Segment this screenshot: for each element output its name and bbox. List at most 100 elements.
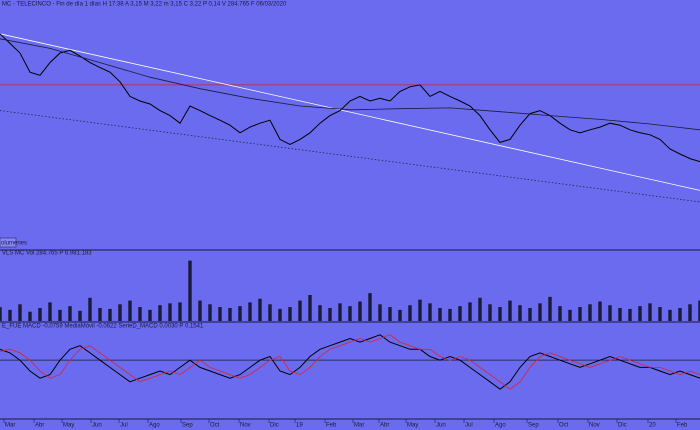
- volume-bar: [128, 300, 132, 321]
- volume-bar: [178, 302, 182, 321]
- volume-bar: [508, 300, 512, 321]
- volume-bar: [268, 304, 272, 321]
- volume-bar: [518, 305, 522, 321]
- x-tick-label: Dic: [618, 423, 627, 429]
- volume-bar: [588, 304, 592, 321]
- volume-bar: [448, 308, 452, 321]
- volume-bar: [258, 298, 262, 321]
- series-line: [0, 33, 700, 163]
- volume-bar: [648, 303, 652, 321]
- volume-bar: [468, 302, 472, 321]
- volume-bar: [118, 304, 122, 321]
- x-tick-label: Sep: [182, 423, 193, 429]
- volume-bar: [228, 308, 232, 321]
- volume-bar: [428, 303, 432, 321]
- x-tick-label: Nov: [240, 423, 251, 429]
- x-tick-label: Jul: [120, 423, 128, 429]
- volume-bar: [568, 309, 572, 321]
- panel-title: MC - TELECINCO - Fin de día 1 días H 17:…: [2, 2, 287, 8]
- panel-title: E_FUE MACD -0,0759 MediaMóvil -0,0622 Se…: [2, 324, 204, 330]
- volume-bar: [348, 306, 352, 321]
- x-tick-label: May: [63, 423, 74, 429]
- volume-bar: [538, 303, 542, 321]
- volume-bar: [58, 309, 62, 321]
- volume-bar: [48, 302, 52, 321]
- volume-bar: [548, 296, 552, 321]
- volume-bar: [688, 304, 692, 321]
- volume-bar: [278, 308, 282, 321]
- volume-bar: [98, 308, 102, 321]
- volume-bar: [658, 307, 662, 321]
- volume-bar: [308, 295, 312, 321]
- volume-bar: [388, 307, 392, 321]
- series-line: [0, 334, 700, 390]
- volume-bar: [678, 308, 682, 321]
- volume-bar: [108, 308, 112, 321]
- x-tick-label: Abr: [380, 423, 389, 429]
- x-tick-label: 19: [296, 423, 303, 429]
- x-tick-label: Nov: [589, 423, 600, 429]
- volume-bar: [218, 307, 222, 321]
- series-line: [0, 334, 700, 390]
- x-tick-label: Jul: [465, 423, 473, 429]
- series-line: [0, 38, 700, 131]
- volume-bar: [528, 308, 532, 321]
- volume-bar: [608, 305, 612, 321]
- x-tick-label: Ago: [495, 423, 506, 429]
- volume-bar: [358, 301, 362, 321]
- volume-bar: [398, 309, 402, 321]
- volume-bar: [138, 307, 142, 321]
- volume-bar: [148, 309, 152, 321]
- x-tick-label: Sep: [528, 423, 539, 429]
- x-tick-label: Oct: [210, 423, 220, 429]
- x-tick-label: Ago: [149, 423, 160, 429]
- volume-bar: [408, 305, 412, 321]
- x-tick-label: Mar: [354, 423, 364, 429]
- volume-bar: [288, 307, 292, 321]
- trend-line: [0, 33, 700, 191]
- volume-bar: [488, 304, 492, 321]
- x-tick-label: Oct: [559, 423, 569, 429]
- volume-bar: [558, 306, 562, 321]
- volume-bar: [458, 306, 462, 321]
- volume-bar: [328, 308, 332, 321]
- volume-bar: [668, 309, 672, 321]
- x-tick-label: Dic: [270, 423, 279, 429]
- side-label: olumenes: [1, 241, 27, 247]
- x-tick-label: May: [407, 423, 418, 429]
- volume-bar: [298, 300, 302, 321]
- volume-bar: [168, 303, 172, 321]
- volume-bar: [618, 308, 622, 321]
- volume-bar: [698, 300, 700, 321]
- volume-bar: [578, 307, 582, 321]
- volume-bar: [198, 300, 202, 321]
- x-tick-label: Mar: [5, 423, 15, 429]
- volume-bar: [0, 307, 2, 321]
- volume-bar: [28, 311, 32, 321]
- volume-bar: [38, 308, 42, 321]
- volume-bar: [68, 306, 72, 321]
- volume-bar: [638, 306, 642, 321]
- volume-bar: [8, 309, 12, 321]
- trend-line: [0, 110, 700, 203]
- volume-bar: [18, 304, 22, 321]
- volume-bar: [438, 308, 442, 321]
- x-tick-label: Feb: [677, 423, 688, 429]
- x-tick-label: Feb: [326, 423, 337, 429]
- volume-bar: [598, 301, 602, 321]
- volume-bar: [418, 299, 422, 321]
- volume-bar: [88, 297, 92, 321]
- volume-bar: [628, 308, 632, 321]
- x-tick-label: Jun: [436, 423, 446, 429]
- volume-bar: [338, 303, 342, 321]
- side-tab: [0, 237, 17, 248]
- volume-bar: [478, 297, 482, 321]
- volume-bar: [378, 304, 382, 321]
- volume-bar: [368, 293, 372, 321]
- x-tick-label: 20: [649, 423, 656, 429]
- volume-bar: [158, 305, 162, 321]
- x-tick-label: Abr: [35, 423, 44, 429]
- volume-bar: [238, 306, 242, 321]
- volume-bar: [78, 310, 82, 321]
